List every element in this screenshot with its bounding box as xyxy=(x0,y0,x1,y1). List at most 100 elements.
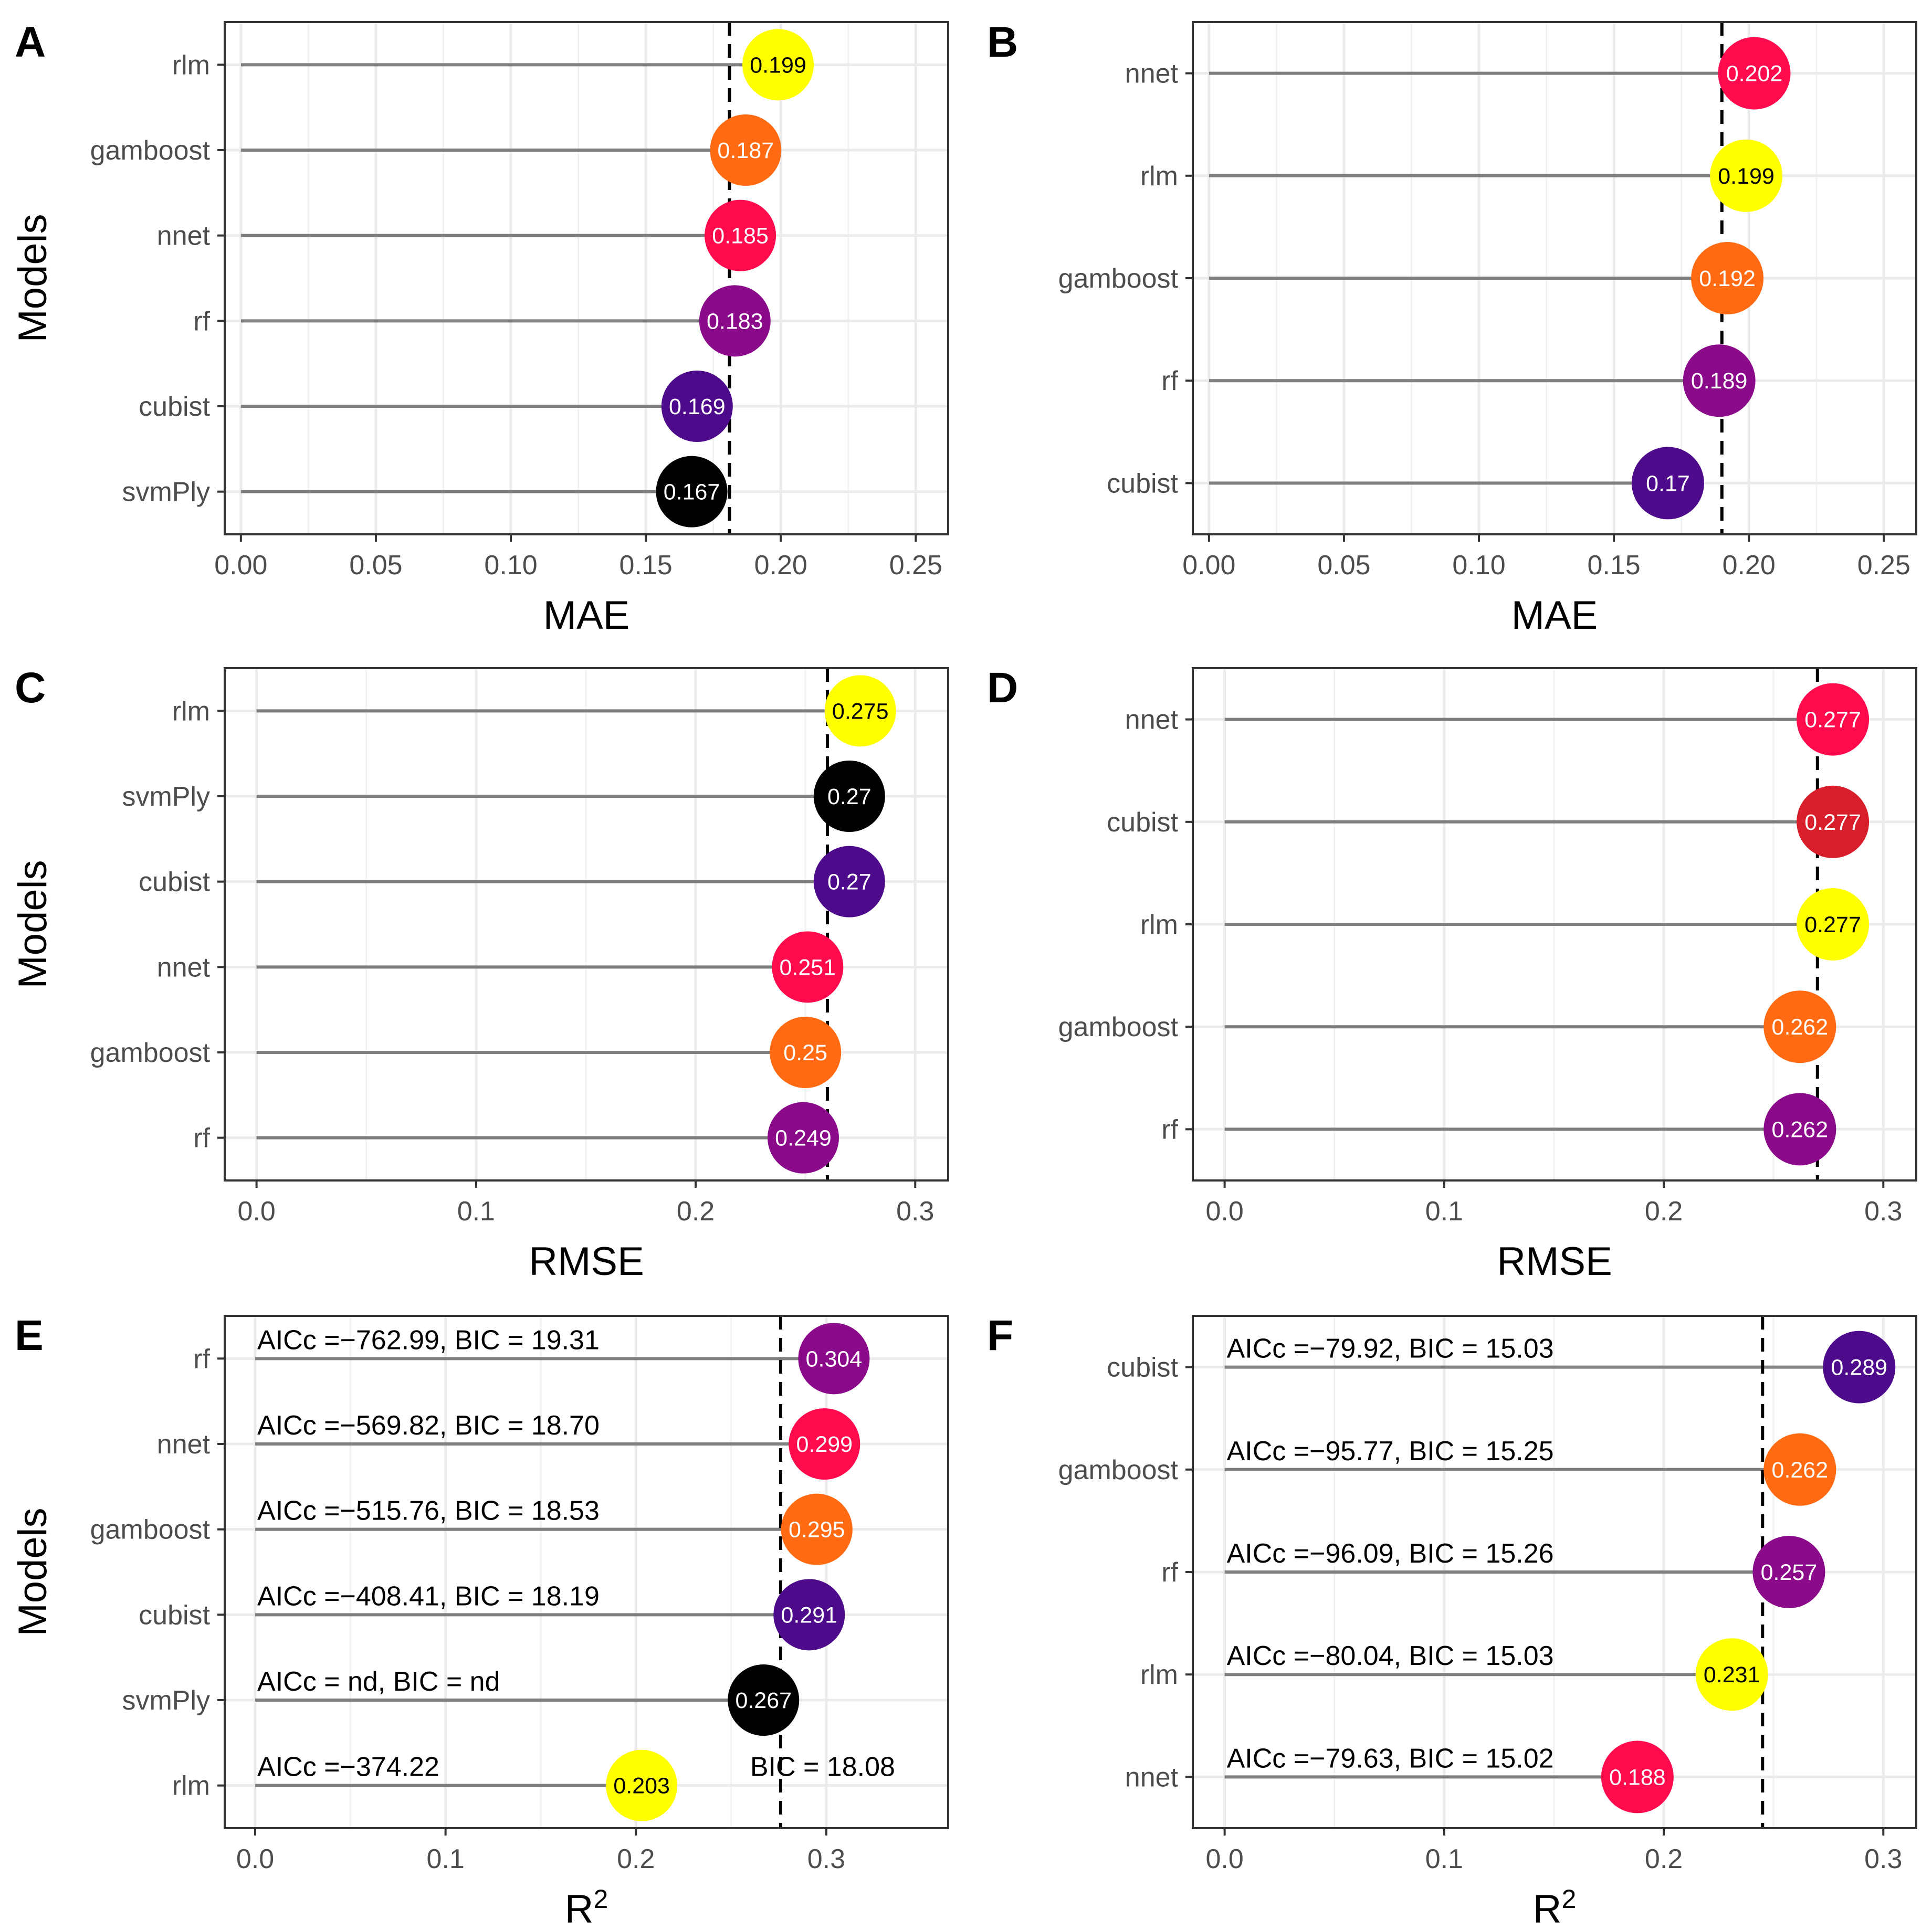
y-tick-label: rlm xyxy=(172,50,210,80)
point-value-label: 0.167 xyxy=(664,480,720,505)
x-tick-label: 0.2 xyxy=(617,1844,655,1874)
lollipop-point-cubist xyxy=(661,371,733,442)
y-axis-title: Models xyxy=(10,860,55,989)
lollipop-point-svmPly xyxy=(728,1664,800,1736)
x-tick-label: 0.20 xyxy=(1723,550,1776,581)
lollipop-point-rf xyxy=(699,285,771,357)
aicc-bic-annotation: AICc =−569.82, BIC = 18.70 xyxy=(257,1410,600,1441)
lollipop-point-rlm xyxy=(824,675,896,747)
panel-f: 0.289 0.262 0.257 0.231 0.188 AICc =−79.92, B… xyxy=(987,1312,1917,1930)
lollipop-point-rlm xyxy=(1695,1638,1768,1711)
point-value-label: 0.189 xyxy=(1691,368,1748,394)
y-tick-label: cubist xyxy=(139,867,210,898)
aicc-bic-annotation: AICc =−79.63, BIC = 15.02 xyxy=(1227,1743,1554,1774)
point-value-label: 0.304 xyxy=(806,1346,863,1372)
lollipop-point-nnet xyxy=(705,199,776,271)
x-tick-label: 0.3 xyxy=(807,1844,845,1874)
x-tick-label: 0.25 xyxy=(889,550,942,581)
y-tick-label: svmPly xyxy=(122,782,210,812)
point-value-label: 0.192 xyxy=(1699,266,1756,291)
x-tick-label: 0.3 xyxy=(896,1196,934,1227)
point-value-label: 0.187 xyxy=(718,138,774,163)
y-axis-title: Models xyxy=(10,214,55,343)
x-tick-label: 0.2 xyxy=(1645,1196,1683,1227)
aicc-bic-annotation: AICc = nd, BIC = nd xyxy=(257,1667,500,1697)
lollipop-point-gamboost xyxy=(1763,990,1836,1063)
lollipop-point-gamboost xyxy=(781,1493,853,1565)
point-value-label: 0.262 xyxy=(1772,1117,1829,1142)
y-tick-label: nnet xyxy=(157,1429,211,1460)
point-value-label: 0.295 xyxy=(789,1517,845,1543)
aicc-bic-annotation: AICc =−96.09, BIC = 15.26 xyxy=(1227,1538,1554,1569)
y-tick-label: svmPly xyxy=(122,1685,210,1716)
lollipop-point-gamboost xyxy=(710,114,782,186)
lollipop-point-gamboost xyxy=(1691,242,1764,314)
y-tick-label: cubist xyxy=(139,392,210,422)
y-tick-label: nnet xyxy=(157,952,211,983)
x-tick-label: 0.1 xyxy=(1425,1844,1463,1874)
point-value-label: 0.169 xyxy=(669,394,726,419)
point-value-label: 0.257 xyxy=(1761,1560,1818,1585)
y-axis-title: Models xyxy=(10,1508,55,1637)
lollipop-point-rlm xyxy=(742,29,814,101)
bic-annotation: BIC = 18.08 xyxy=(750,1752,895,1783)
point-value-label: 0.17 xyxy=(1646,471,1690,496)
point-value-label: 0.291 xyxy=(781,1602,837,1628)
y-tick-label: nnet xyxy=(1125,705,1179,735)
point-value-label: 0.199 xyxy=(750,52,806,78)
y-tick-label: nnet xyxy=(1125,1762,1179,1792)
y-tick-label: rlm xyxy=(1140,910,1178,940)
x-axis-title-superscript: 2 xyxy=(1562,1884,1577,1914)
point-value-label: 0.262 xyxy=(1772,1458,1829,1483)
y-tick-label: rf xyxy=(193,1123,210,1154)
point-value-label: 0.27 xyxy=(827,784,872,809)
lollipop-point-rf xyxy=(1763,1093,1836,1166)
x-tick-label: 0.10 xyxy=(484,550,537,581)
lollipop-point-rf xyxy=(798,1323,870,1395)
panel-b: 0.202 0.199 0.192 0.189 0.17 nnet rlm gamboost r… xyxy=(987,18,1917,638)
panel-letter: B xyxy=(987,18,1018,66)
aicc-bic-annotation: AICc =−79.92, BIC = 15.03 xyxy=(1227,1334,1554,1364)
lollipop-point-cubist xyxy=(773,1579,845,1651)
point-value-label: 0.25 xyxy=(783,1040,827,1066)
x-tick-label: 0.3 xyxy=(1864,1196,1902,1227)
aicc-bic-annotation: AICc =−408.41, BIC = 18.19 xyxy=(257,1581,600,1611)
y-tick-label: rf xyxy=(1161,1557,1178,1588)
panel-letter: F xyxy=(987,1312,1013,1359)
point-value-label: 0.277 xyxy=(1804,810,1861,835)
y-tick-label: gamboost xyxy=(1058,1455,1179,1485)
x-tick-label: 0.1 xyxy=(1425,1196,1463,1227)
aicc-bic-annotation: AICc =−80.04, BIC = 15.03 xyxy=(1227,1641,1554,1671)
lollipop-point-nnet xyxy=(789,1408,860,1480)
y-tick-label: rlm xyxy=(1140,161,1178,192)
y-tick-label: cubist xyxy=(1107,807,1178,838)
y-tick-label: cubist xyxy=(1107,1353,1178,1383)
x-tick-label: 0.2 xyxy=(677,1196,715,1227)
panel-e: 0.304 0.299 0.295 0.291 0.267 0.203 AICc =−762… xyxy=(10,1312,949,1930)
x-axis-title: MAE xyxy=(1511,593,1598,638)
panel-border xyxy=(224,1315,949,1829)
point-value-label: 0.249 xyxy=(775,1126,832,1151)
x-tick-label: 0.15 xyxy=(620,550,673,581)
y-tick-label: cubist xyxy=(1107,468,1178,499)
y-tick-label: gamboost xyxy=(1058,1012,1179,1042)
point-value-label: 0.289 xyxy=(1831,1355,1887,1380)
lollipop-point-nnet xyxy=(1601,1741,1674,1813)
panel-letter: A xyxy=(15,18,46,66)
panel-letter: C xyxy=(15,664,46,712)
lollipop-point-rf xyxy=(1683,344,1756,417)
x-tick-label: 0.00 xyxy=(1182,550,1235,581)
panel-a: 0.199 0.187 0.185 0.183 0.169 0.167 rlm gamboos… xyxy=(10,18,949,638)
aicc-bic-annotation: AICc =−515.76, BIC = 18.53 xyxy=(257,1496,600,1526)
y-tick-label: rf xyxy=(1161,366,1178,396)
point-value-label: 0.277 xyxy=(1804,912,1861,937)
lollipop-point-svmPly xyxy=(813,761,885,832)
point-value-label: 0.231 xyxy=(1704,1662,1760,1688)
x-tick-label: 0.05 xyxy=(349,550,402,581)
x-tick-label: 0.05 xyxy=(1317,550,1370,581)
point-value-label: 0.277 xyxy=(1804,708,1861,733)
x-tick-label: 0.3 xyxy=(1864,1844,1902,1874)
y-tick-label: gamboost xyxy=(90,1515,211,1545)
point-value-label: 0.299 xyxy=(796,1432,853,1457)
y-tick-label: cubist xyxy=(139,1600,210,1630)
